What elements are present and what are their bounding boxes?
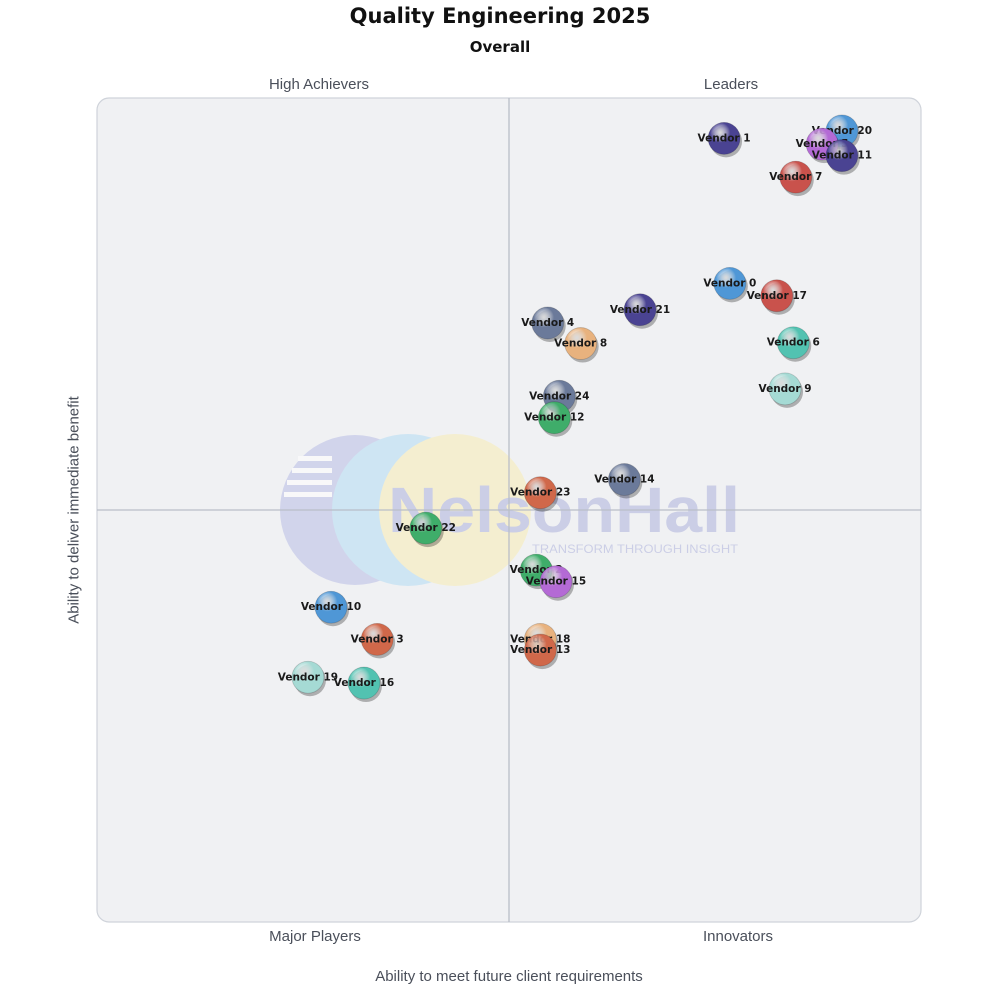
vendor-12-point[interactable]: Vendor 12 [524,401,584,437]
vendor-10-label: Vendor 10 [301,601,361,613]
vendor-21-point[interactable]: Vendor 21 [610,293,670,329]
vendor-3-label: Vendor 3 [351,633,404,645]
vendor-1-point[interactable]: Vendor 1 [698,121,751,158]
quadrant-label-high-achievers: High Achievers [268,76,370,93]
vendor-7-marker[interactable] [779,160,813,194]
vendor-6-marker[interactable] [776,326,810,360]
vendor-10-marker[interactable] [314,590,348,624]
vendor-10-point[interactable]: Vendor 10 [301,590,361,627]
vendor-23-point[interactable]: Vendor 23 [510,476,570,512]
vendor-21-label: Vendor 21 [610,304,670,316]
vendor-17-label: Vendor 17 [747,290,807,302]
vendor-1-label: Vendor 1 [698,132,751,144]
vendor-19-label: Vendor 19 [278,671,338,683]
vendor-15-point[interactable]: Vendor 15 [526,565,586,601]
vendor-8-marker[interactable] [564,327,598,360]
vendor-0-marker[interactable] [713,266,747,300]
vendor-15-marker[interactable] [539,565,573,599]
chart-subtitle: Overall [469,38,531,56]
vendor-9-point[interactable]: Vendor 9 [759,372,812,408]
vendor-22-point[interactable]: Vendor 22 [396,511,456,548]
vendor-21-marker[interactable] [623,293,657,327]
vendor-9-label: Vendor 9 [759,383,812,395]
x-axis-label: Ability to meet future client requiremen… [375,968,643,985]
vendor-13-point[interactable]: Vendor 13 [510,633,570,670]
vendor-7-point[interactable]: Vendor 7 [769,160,822,197]
watermark-stripes [284,456,332,497]
vendor-19-marker[interactable] [291,660,325,694]
vendor-15-label: Vendor 15 [526,576,586,588]
vendor-4-point[interactable]: Vendor 4 [521,306,574,342]
vendor-16-label: Vendor 16 [334,677,394,689]
vendor-4-label: Vendor 4 [521,317,574,329]
watermark-tagline: TRANSFORM THROUGH INSIGHT [532,542,739,556]
vendor-22-label: Vendor 22 [396,522,456,534]
quadrant-label-innovators: Innovators [702,928,774,945]
vendor-3-point[interactable]: Vendor 3 [351,622,404,659]
vendor-13-label: Vendor 13 [510,644,570,656]
vendor-24-label: Vendor 24 [529,390,589,402]
vendor-1-marker[interactable] [707,121,741,155]
vendor-12-label: Vendor 12 [524,412,584,424]
vendor-0-label: Vendor 0 [703,277,756,289]
vendor-22-marker[interactable] [409,511,443,545]
vendor-6-point[interactable]: Vendor 6 [767,326,820,362]
quadrant-label-leaders: Leaders [703,76,759,93]
vendor-19-point[interactable]: Vendor 19 [278,660,338,697]
vendor-3-marker[interactable] [360,622,394,656]
vendor-7-label: Vendor 7 [769,171,822,183]
vendor-8-point[interactable]: Vendor 8 [554,327,607,363]
chart-title: Quality Engineering 2025 [349,4,651,28]
vendor-17-point[interactable]: Vendor 17 [747,279,807,315]
vendor-17-marker[interactable] [760,279,794,313]
vendor-23-label: Vendor 23 [510,487,570,499]
vendor-14-label: Vendor 14 [594,474,654,486]
vendor-6-label: Vendor 6 [767,337,820,349]
vendor-13-marker[interactable] [523,633,557,667]
vendor-16-point[interactable]: Vendor 16 [334,666,394,703]
vendor-8-label: Vendor 8 [554,338,607,350]
vendor-14-point[interactable]: Vendor 14 [594,463,655,499]
vendor-11-label: Vendor 11 [812,150,872,162]
vendor-23-marker[interactable] [523,476,557,510]
vendor-14-marker[interactable] [607,463,641,496]
vendor-0-point[interactable]: Vendor 0 [703,266,756,303]
quadrant-label-major-players: Major Players [269,928,361,945]
vendor-9-marker[interactable] [768,372,802,406]
vendor-12-marker[interactable] [537,401,571,435]
vendor-4-marker[interactable] [531,306,565,340]
vendor-11-marker[interactable] [825,139,859,173]
vendor-11-point[interactable]: Vendor 11 [812,139,872,175]
vendor-16-marker[interactable] [347,666,381,700]
